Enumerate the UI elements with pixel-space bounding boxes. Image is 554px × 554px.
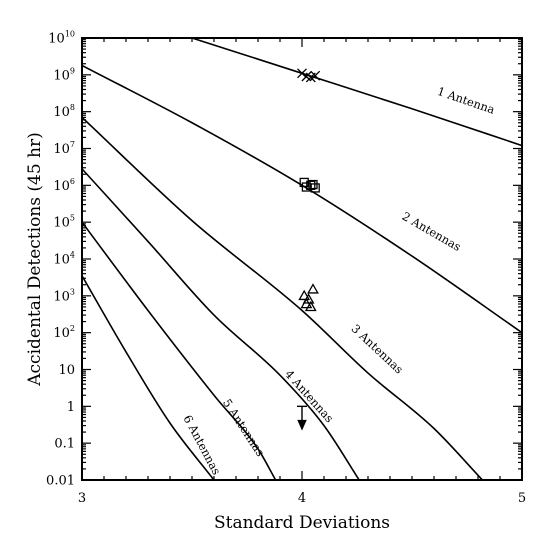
tick-layer [81, 37, 523, 481]
y-tick-label: 105 [53, 214, 75, 231]
y-tick-label: 10 [58, 363, 75, 378]
y-axis-title: Accidental Detections (45 hr) [25, 132, 45, 387]
curve-1-antenna [191, 38, 522, 147]
y-tick-label: 108 [53, 103, 75, 120]
marker-triangle-5 [302, 293, 315, 304]
curve-label-1-antenna: 1 Antenna [436, 84, 497, 117]
y-tick-label: 0.01 [46, 474, 75, 489]
curve-4-antennas [82, 168, 360, 480]
y-tick-label: 107 [53, 140, 75, 157]
curve-label-3-antennas: 3 Antennas [349, 321, 407, 376]
x-tick-label: 3 [78, 491, 86, 506]
marker-triangle-3 [304, 300, 317, 312]
marker-triangle-4 [307, 283, 319, 294]
marker-upper-limit-1 [297, 405, 307, 431]
x-tick-label: 5 [518, 491, 526, 506]
curve-5-antennas [82, 221, 277, 480]
y-tick-label: 103 [53, 287, 75, 304]
y-tick-label: 106 [53, 177, 75, 194]
x-tick-labels: 3 4 5 [78, 491, 526, 506]
x-tick-label: 4 [298, 491, 306, 506]
curve-label-4-antennas: 4 Antennas [282, 367, 336, 425]
y-tick-label: 104 [53, 251, 75, 268]
y-tick-label: 0.1 [54, 437, 75, 452]
curve-6-antennas [82, 275, 215, 480]
curve-label-5-antennas: 5 Antennas [220, 396, 268, 459]
marker-cross-4 [310, 70, 321, 81]
curve-2-antennas [82, 64, 522, 334]
marker-cross-1 [297, 68, 307, 79]
y-tick-label: 1 [67, 400, 75, 415]
marker-square-5 [308, 179, 318, 190]
y-tick-label: 1010 [48, 30, 75, 47]
y-tick-label: 109 [53, 66, 75, 83]
y-tick-label: 102 [53, 324, 75, 341]
curve-label-2-antennas: 2 Antennas [400, 209, 464, 254]
marker-layer [297, 68, 321, 431]
curve-layer [82, 38, 522, 480]
marker-triangle-1 [298, 289, 311, 301]
x-axis-title: Standard Deviations [214, 513, 390, 533]
curve-3-antennas [82, 116, 483, 480]
